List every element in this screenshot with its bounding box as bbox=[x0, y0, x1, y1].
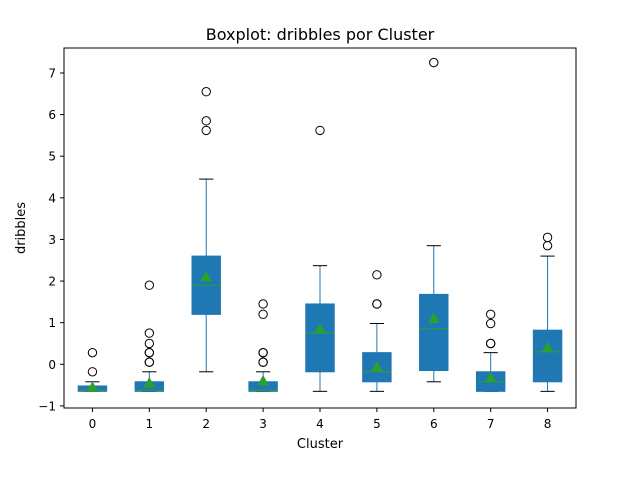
x-tick-label: 3 bbox=[259, 417, 267, 431]
outlier-point bbox=[144, 338, 155, 349]
mean-marker bbox=[86, 381, 99, 392]
outlier-point bbox=[372, 270, 382, 280]
outlier-point bbox=[201, 116, 211, 126]
y-tick-label: 1 bbox=[48, 316, 56, 330]
mean-marker bbox=[257, 374, 269, 386]
mean-marker bbox=[371, 360, 383, 372]
outlier-point bbox=[258, 309, 268, 320]
y-tick-label: −1 bbox=[38, 399, 56, 413]
y-axis-label: dribbles bbox=[14, 202, 29, 254]
outlier-point bbox=[258, 299, 268, 309]
outlier-point bbox=[201, 125, 211, 136]
y-tick-label: 0 bbox=[48, 358, 56, 372]
box bbox=[305, 303, 335, 373]
mean-marker bbox=[427, 312, 440, 324]
x-tick-label: 4 bbox=[316, 417, 324, 431]
y-tick-label: 4 bbox=[48, 191, 56, 205]
x-tick-label: 8 bbox=[544, 417, 552, 431]
outlier-point bbox=[144, 280, 155, 290]
outlier-point bbox=[201, 86, 211, 97]
x-tick-label: 2 bbox=[202, 417, 210, 431]
outlier-point bbox=[485, 309, 496, 320]
mean-marker bbox=[200, 270, 213, 282]
mean-marker bbox=[541, 341, 554, 353]
x-tick-label: 5 bbox=[373, 417, 381, 431]
mean-marker bbox=[484, 372, 497, 383]
x-tick-label: 0 bbox=[89, 417, 97, 431]
x-tick-label: 1 bbox=[146, 417, 154, 431]
outlier-point bbox=[542, 232, 553, 243]
outlier-point bbox=[542, 240, 553, 251]
mean-marker bbox=[143, 376, 156, 388]
outlier-point bbox=[144, 357, 155, 367]
outlier-point bbox=[315, 125, 325, 136]
y-tick-label: 3 bbox=[48, 233, 56, 247]
y-tick-label: 5 bbox=[48, 150, 56, 164]
y-tick-label: 7 bbox=[48, 66, 56, 80]
outlier-point bbox=[485, 338, 496, 349]
outlier-point bbox=[372, 299, 382, 309]
outlier-point bbox=[258, 347, 268, 358]
outlier-point bbox=[144, 347, 155, 358]
mean-marker bbox=[314, 322, 326, 334]
plot-frame bbox=[63, 47, 577, 409]
y-tick-label: 6 bbox=[48, 108, 56, 122]
x-tick-label: 6 bbox=[430, 417, 438, 431]
outlier-point bbox=[144, 328, 155, 338]
chart-title: Boxplot: dribbles por Cluster bbox=[206, 25, 435, 44]
box bbox=[419, 293, 449, 372]
x-tick-label: 7 bbox=[487, 417, 495, 431]
box bbox=[532, 329, 563, 383]
y-tick-label: 2 bbox=[48, 275, 56, 289]
outlier-point bbox=[87, 367, 98, 377]
outlier-point bbox=[429, 57, 439, 68]
x-axis-label: Cluster bbox=[297, 437, 344, 452]
outlier-point bbox=[87, 347, 98, 358]
outlier-point bbox=[485, 318, 496, 329]
outlier-point bbox=[258, 357, 268, 367]
plot-area: −1 0 1 2 3 4 5 6 7 0 1 2 3 4 5 6 7 8 bbox=[38, 47, 577, 431]
